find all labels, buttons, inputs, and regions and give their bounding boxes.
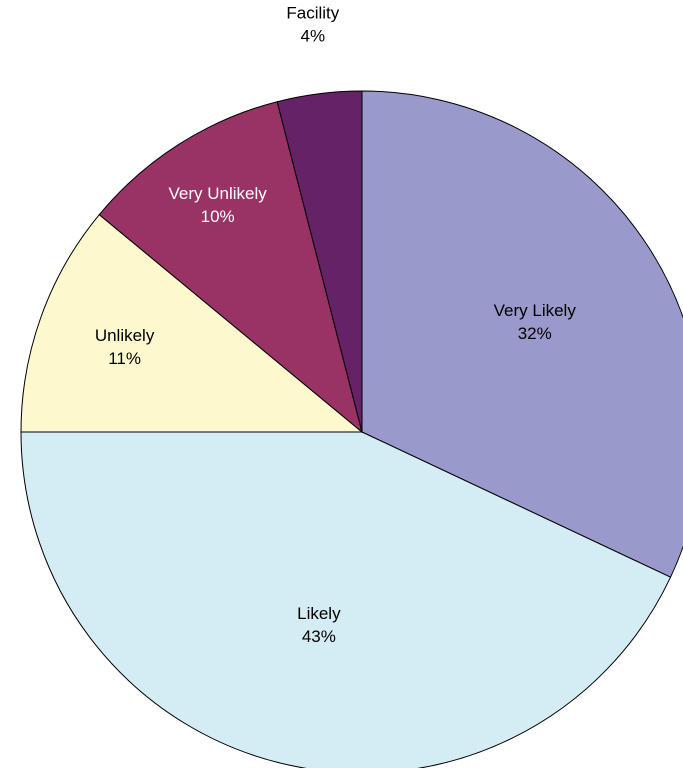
slice-name: Very Unlikely <box>168 183 267 203</box>
slice-name: Already Use City Facility <box>286 3 340 23</box>
slice-label: Very Unlikely 10% <box>133 182 303 228</box>
slice-name: Unlikely <box>94 325 155 345</box>
slice-label: Likely 43% <box>234 602 404 648</box>
slice-name: Very Likely <box>493 301 576 321</box>
pie-slice <box>276 90 363 433</box>
pie-slice <box>20 213 364 433</box>
slice-name: Likely <box>297 604 341 624</box>
slice-label: Already Use City Facility 4% <box>228 0 398 47</box>
slice-value: 43% <box>301 627 336 647</box>
slice-label: Unlikely 11% <box>40 324 210 370</box>
slice-value: 11% <box>108 348 141 368</box>
pie-slice <box>20 431 672 768</box>
slice-value: 32% <box>517 324 552 344</box>
slice-label: Very Likely 32% <box>450 299 620 345</box>
pie-slice <box>361 90 683 578</box>
slice-value: 4% <box>300 26 326 46</box>
slice-value: 10% <box>200 206 235 226</box>
pie-slice <box>98 101 363 434</box>
